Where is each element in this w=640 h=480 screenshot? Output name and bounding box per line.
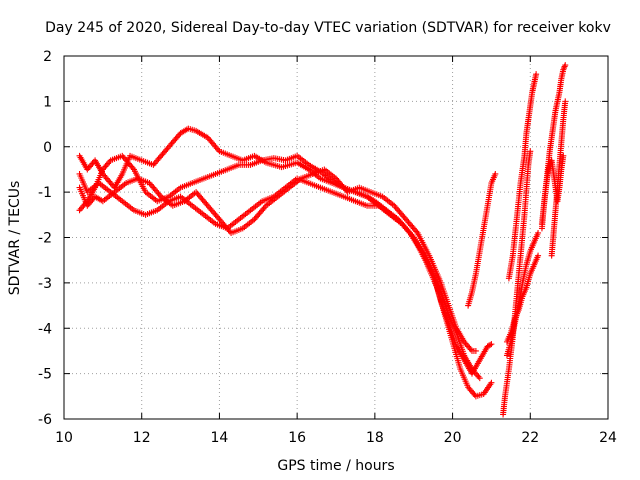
data-point xyxy=(562,98,569,105)
x-tick-label: 18 xyxy=(366,430,384,446)
data-point xyxy=(560,65,567,72)
data-point xyxy=(488,341,495,348)
data-point xyxy=(533,71,540,78)
grid-lines xyxy=(64,56,608,419)
series-track-e xyxy=(465,170,499,309)
series-track-g xyxy=(505,71,540,282)
data-point xyxy=(527,148,534,155)
series-track-c xyxy=(76,152,483,382)
y-axis-label: SDTVAR / TECUs xyxy=(7,181,23,296)
series-track-l xyxy=(548,98,569,259)
y-tick-label: -5 xyxy=(38,367,52,383)
data-points xyxy=(76,62,569,418)
x-tick-label: 12 xyxy=(133,430,151,446)
data-point xyxy=(488,379,495,386)
data-point xyxy=(562,62,569,69)
data-point xyxy=(476,375,483,382)
x-axis-label: GPS time / hours xyxy=(277,458,394,474)
x-tick-label: 20 xyxy=(444,430,462,446)
data-point xyxy=(535,229,542,236)
y-tick-label: 2 xyxy=(43,49,52,65)
series-track-i xyxy=(503,252,542,345)
y-tick-label: 1 xyxy=(43,94,52,110)
data-point xyxy=(560,152,567,159)
data-point xyxy=(535,252,542,259)
x-tick-label: 14 xyxy=(211,430,229,446)
x-tick-label: 10 xyxy=(55,430,73,446)
data-point xyxy=(472,347,479,354)
series-track-b xyxy=(76,170,495,400)
y-tick-label: -2 xyxy=(38,231,52,247)
data-point xyxy=(487,341,494,348)
series-track-f xyxy=(500,148,534,418)
plot-frame xyxy=(63,55,609,420)
chart-title: Day 245 of 2020, Sidereal Day-to-day VTE… xyxy=(45,20,611,36)
x-tick-label: 16 xyxy=(288,430,306,446)
y-tick-label: 0 xyxy=(43,140,52,156)
x-tick-label: 24 xyxy=(599,430,617,446)
x-tick-label: 22 xyxy=(521,430,539,446)
y-tick-label: -6 xyxy=(38,412,52,428)
data-point xyxy=(492,170,499,177)
y-tick-label: -4 xyxy=(38,321,52,337)
y-tick-label: -3 xyxy=(38,276,52,292)
y-tick-label: -1 xyxy=(38,185,52,201)
series-track-d xyxy=(76,166,479,354)
